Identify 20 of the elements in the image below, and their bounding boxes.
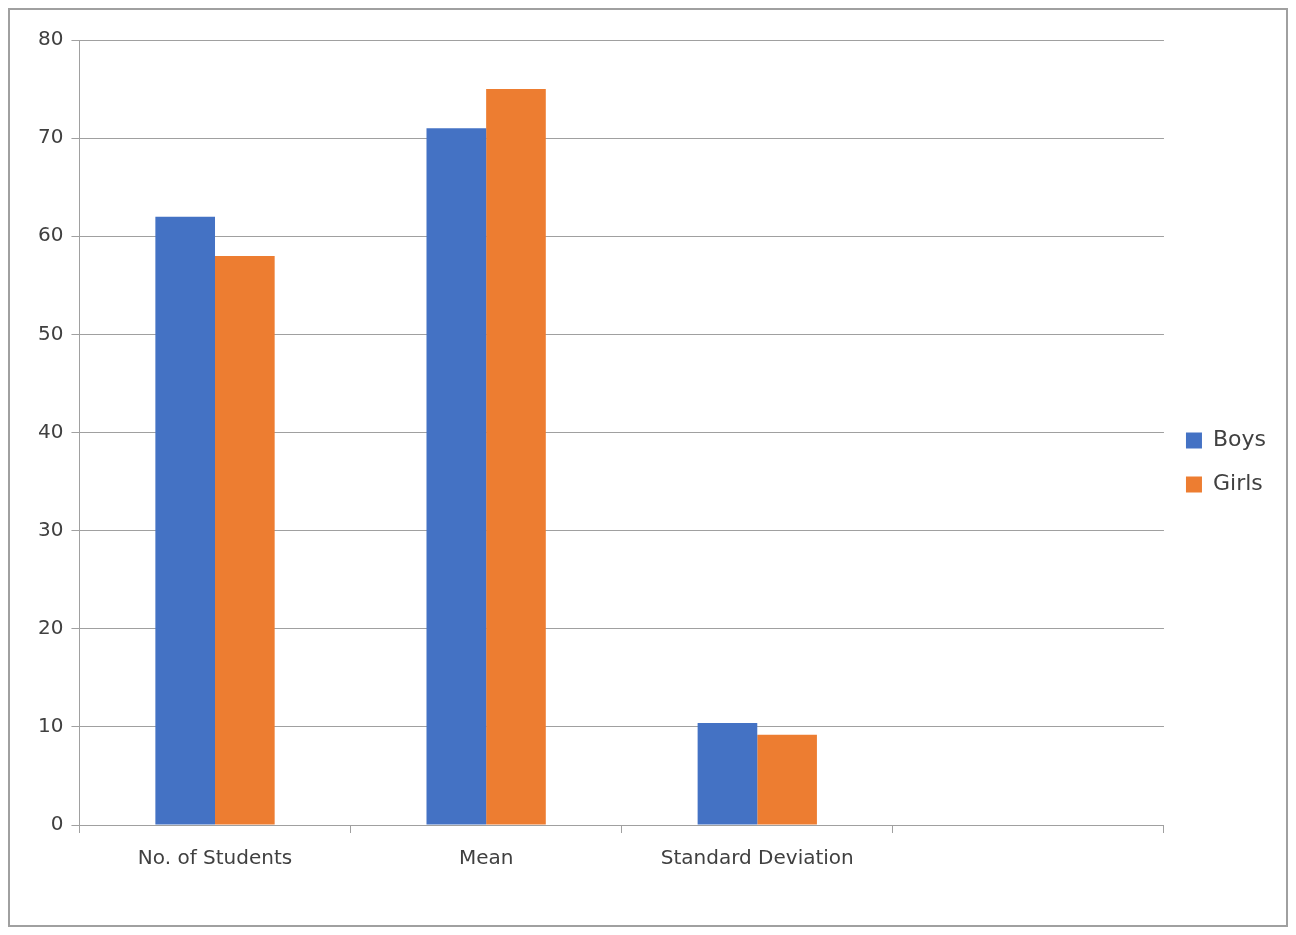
bar — [215, 255, 275, 825]
y-tick-label: 20 — [38, 614, 64, 639]
bar — [757, 734, 817, 825]
y-tick-label: 40 — [38, 418, 64, 443]
y-tick-label: 0 — [50, 811, 64, 836]
y-tick-label: 50 — [38, 320, 64, 345]
y-tick-label: 10 — [38, 713, 64, 738]
x-tick-label: Standard Deviation — [660, 845, 854, 870]
legend-label: Boys — [1212, 426, 1267, 452]
bar — [155, 216, 216, 825]
y-tick-label: 70 — [38, 124, 64, 149]
bar — [426, 128, 487, 825]
bar — [486, 89, 546, 825]
y-tick-label: 60 — [38, 222, 64, 247]
bar — [697, 722, 758, 825]
legend-label: Girls — [1212, 470, 1263, 496]
x-tick-label: Mean — [458, 845, 514, 870]
y-tick-label: 30 — [38, 516, 64, 541]
x-tick-label: No. of Students — [137, 845, 293, 870]
y-tick-label: 80 — [38, 26, 64, 51]
